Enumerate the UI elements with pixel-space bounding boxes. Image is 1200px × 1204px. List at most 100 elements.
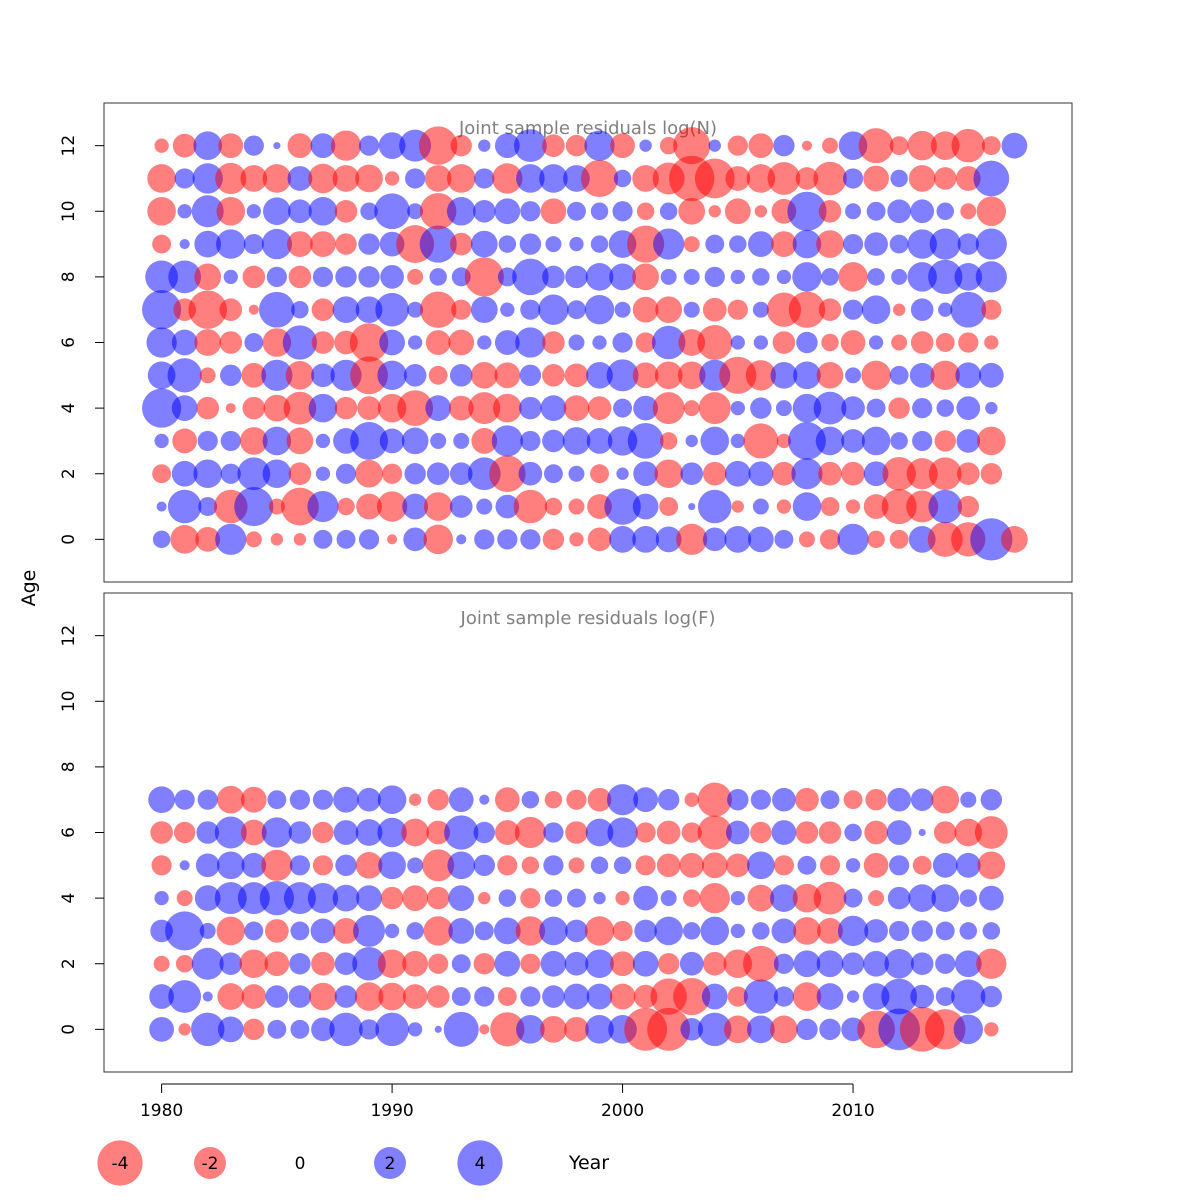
residual-bubble <box>358 1019 380 1040</box>
residual-bubble <box>609 263 636 291</box>
residual-bubble <box>730 433 745 449</box>
residual-bubble <box>889 136 909 156</box>
residual-bubble <box>590 464 609 484</box>
residual-bubble <box>592 335 607 350</box>
residual-bubble <box>378 132 406 160</box>
residual-bubble <box>837 523 869 555</box>
residual-bubble <box>497 267 517 287</box>
residual-bubble <box>448 787 474 813</box>
residual-bubble <box>683 400 700 417</box>
residual-bubble <box>889 365 909 385</box>
residual-bubble <box>818 461 842 486</box>
residual-bubble <box>539 916 568 946</box>
residual-bubble <box>176 890 193 907</box>
residual-bubble <box>730 269 745 285</box>
residual-bubble <box>478 139 491 152</box>
residual-bubble <box>632 525 659 553</box>
residual-bubble <box>982 922 1001 940</box>
residual-bubble <box>449 495 473 518</box>
residual-bubble <box>258 291 295 328</box>
residual-bubble <box>418 126 458 165</box>
residual-bubble <box>289 953 311 975</box>
residual-bubble <box>188 290 227 329</box>
residual-bubble <box>170 525 199 554</box>
residual-bubble <box>787 191 827 231</box>
residual-bubble <box>283 882 316 915</box>
residual-bubble <box>474 986 495 1007</box>
residual-bubble <box>729 235 747 253</box>
residual-bubble <box>843 790 863 810</box>
residual-bubble <box>750 821 772 844</box>
residual-bubble <box>311 331 335 354</box>
residual-bubble <box>335 854 357 877</box>
residual-bubble <box>358 529 380 550</box>
residual-bubble <box>567 888 586 908</box>
residual-bubble <box>606 359 639 392</box>
residual-bubble <box>954 818 983 847</box>
residual-bubble <box>172 428 198 454</box>
residual-bubble <box>152 234 172 254</box>
residual-bubble <box>512 258 549 296</box>
residual-bubble <box>858 128 894 164</box>
legend-bubble <box>97 1140 143 1186</box>
residual-bubble <box>841 952 865 976</box>
residual-bubble <box>745 360 777 391</box>
residual-bubble <box>910 298 934 321</box>
residual-bubble <box>683 301 700 318</box>
residual-bubble <box>889 234 909 254</box>
residual-bubble <box>384 171 400 186</box>
residual-bubble <box>951 979 986 1014</box>
residual-bubble <box>214 816 247 849</box>
residual-bubble <box>567 201 586 221</box>
residual-bubble <box>378 982 406 1011</box>
residual-bubble <box>419 193 457 230</box>
residual-bubble <box>773 986 795 1007</box>
residual-bubble <box>585 263 614 291</box>
residual-bubble <box>474 921 494 941</box>
legend-label: -4 <box>112 1154 129 1174</box>
residual-bubble <box>402 885 429 911</box>
residual-bubble <box>446 196 476 226</box>
residual-bubble <box>925 1009 966 1050</box>
residual-bubble <box>934 430 956 452</box>
residual-bubble <box>935 333 955 352</box>
residual-bubble <box>288 265 312 289</box>
residual-bubble <box>609 525 636 553</box>
residual-bubble <box>540 198 567 225</box>
residual-bubble <box>329 1012 363 1047</box>
residual-bubble <box>632 165 659 192</box>
residual-bubble <box>950 291 987 328</box>
residual-bubble <box>820 497 840 516</box>
residual-bubble <box>813 391 847 425</box>
residual-bubble <box>357 787 381 812</box>
residual-bubble <box>727 299 748 320</box>
residual-bubble <box>918 828 926 837</box>
residual-bubble <box>890 169 908 188</box>
residual-bubble <box>980 788 1003 811</box>
residual-bubble <box>886 820 912 845</box>
residual-bubble <box>175 954 194 973</box>
residual-bubble <box>288 462 312 486</box>
residual-bubble <box>542 265 565 289</box>
residual-bubble <box>349 323 389 362</box>
residual-bubble <box>908 525 936 553</box>
residual-bubble <box>912 430 933 452</box>
residual-bubble <box>470 230 498 258</box>
residual-bubble <box>795 167 819 190</box>
residual-bubble <box>818 199 842 223</box>
residual-bubble <box>887 199 911 224</box>
residual-bubble <box>168 260 202 294</box>
residual-bubble <box>446 164 476 193</box>
residual-bubble <box>192 163 223 194</box>
residual-bubble <box>289 855 311 876</box>
residual-bubble <box>931 884 960 912</box>
residual-bubble <box>520 986 541 1007</box>
residual-bubble <box>291 300 309 319</box>
residual-bubble <box>656 853 681 878</box>
residual-bubble <box>678 329 706 356</box>
residual-bubble <box>153 955 170 972</box>
residual-bubble <box>494 330 520 355</box>
residual-bubble <box>954 263 983 291</box>
residual-bubble <box>584 130 615 161</box>
residual-bubble <box>216 916 246 946</box>
